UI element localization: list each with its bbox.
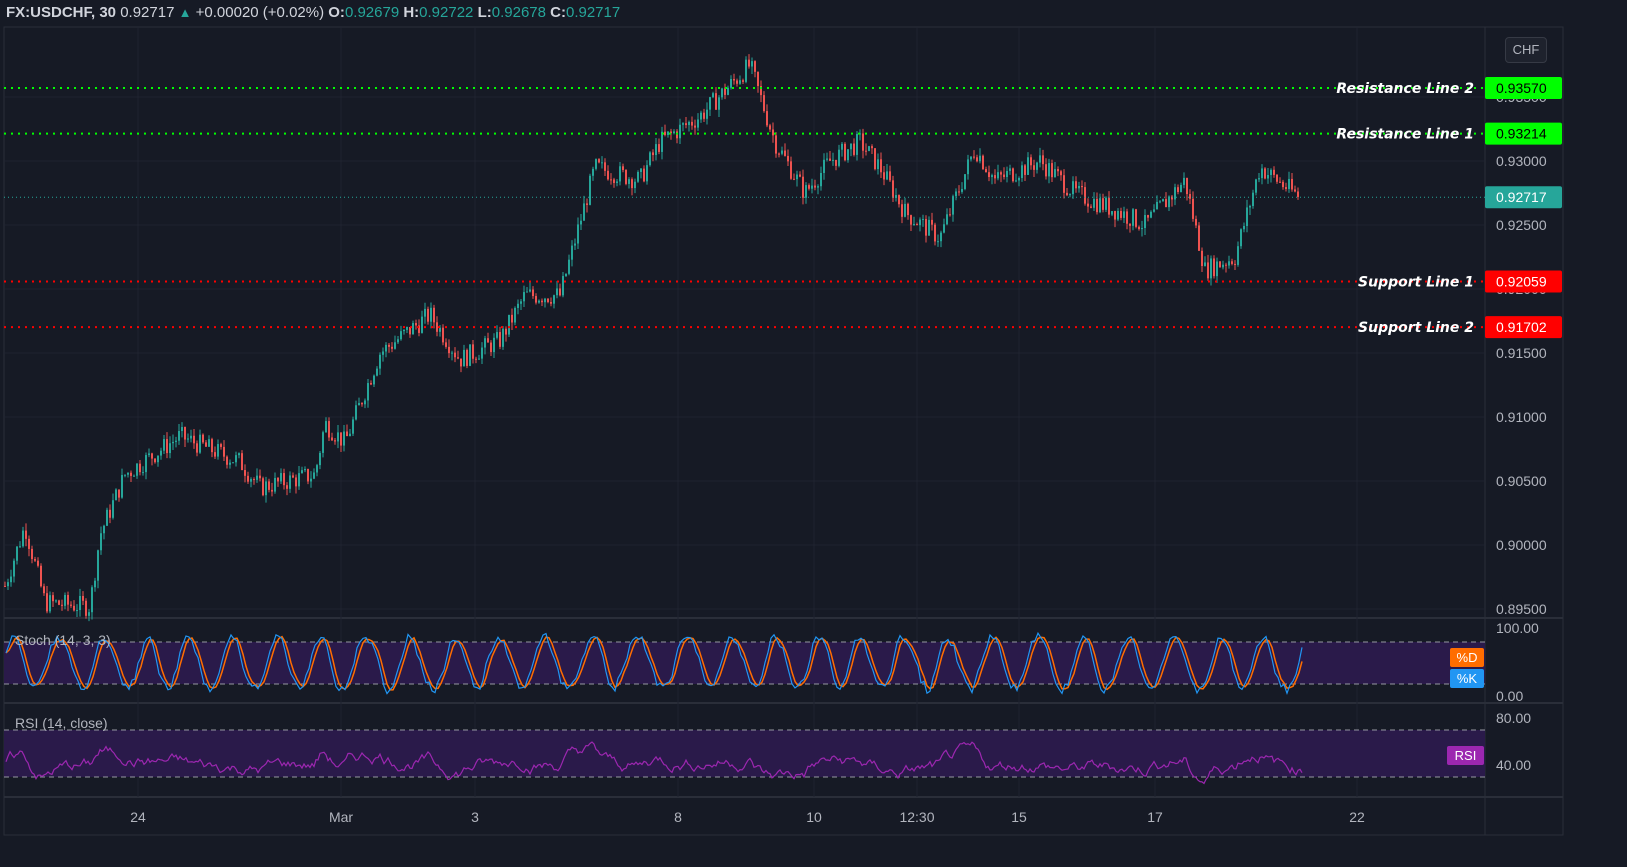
resistance-price-tag-text: 0.93570 bbox=[1496, 80, 1547, 96]
time-axis-label: 17 bbox=[1147, 809, 1163, 825]
low-label: L: bbox=[477, 4, 492, 21]
price-change: +0.00020 (+0.02%) bbox=[195, 4, 325, 21]
price-axis-label: 0.92500 bbox=[1496, 217, 1547, 233]
rsi-band bbox=[4, 730, 1485, 777]
symbol-title[interactable]: FX:USDCHF, 30 bbox=[6, 4, 117, 21]
open-value: 0.92679 bbox=[344, 4, 400, 21]
resistance-price-tag-text: 0.93214 bbox=[1496, 126, 1547, 142]
resistance-line-label: Resistance Line 2 bbox=[1336, 81, 1474, 97]
last-price-tag bbox=[1485, 186, 1562, 209]
resistance-line-label: Resistance Line 1 bbox=[1336, 127, 1474, 143]
resistance-price-tag bbox=[1485, 77, 1562, 100]
currency-button[interactable]: CHF bbox=[1505, 37, 1547, 63]
time-axis-label: 24 bbox=[130, 809, 146, 825]
stoch-k-badge: %K bbox=[1450, 669, 1484, 688]
stoch-title[interactable]: Stoch (14, 3, 3) bbox=[15, 632, 111, 648]
support-price-tag-text: 0.91702 bbox=[1496, 319, 1547, 335]
high-label: H: bbox=[403, 4, 420, 21]
price-axis-label: 0.91500 bbox=[1496, 345, 1547, 361]
price-axis-label: 0.93000 bbox=[1496, 153, 1547, 169]
close-label: C: bbox=[550, 4, 566, 21]
low-value: 0.92678 bbox=[491, 4, 546, 21]
time-axis-label: 22 bbox=[1349, 809, 1365, 825]
open-label: O: bbox=[328, 4, 345, 21]
stoch-d-badge: %D bbox=[1450, 648, 1484, 667]
time-axis-label: 15 bbox=[1011, 809, 1027, 825]
symbol-legend: FX:USDCHF, 30 0.92717 ▲ +0.00020 (+0.02%… bbox=[6, 2, 620, 24]
high-value: 0.92722 bbox=[419, 4, 474, 21]
last-price: 0.92717 bbox=[120, 4, 175, 21]
support-line-label: Support Line 2 bbox=[1358, 320, 1474, 336]
support-price-tag bbox=[1485, 270, 1562, 293]
price-axis-label: 0.91000 bbox=[1496, 409, 1547, 425]
rsi-line bbox=[5, 741, 1303, 785]
resistance-price-tag bbox=[1485, 122, 1562, 145]
time-axis-label: 10 bbox=[806, 809, 822, 825]
rsi-axis-label: 40.00 bbox=[1496, 757, 1531, 773]
last-price-tag-text: 0.92717 bbox=[1496, 189, 1547, 205]
support-price-tag-text: 0.92059 bbox=[1496, 273, 1547, 289]
support-price-tag bbox=[1485, 316, 1562, 339]
rsi-badge: RSI bbox=[1447, 746, 1484, 765]
price-axis-label: 0.90500 bbox=[1496, 473, 1547, 489]
time-axis-label: Mar bbox=[329, 809, 353, 825]
time-axis-label: 12:30 bbox=[899, 809, 934, 825]
up-arrow-icon: ▲ bbox=[178, 5, 192, 20]
support-line-label: Support Line 1 bbox=[1358, 274, 1474, 290]
candles bbox=[4, 54, 1299, 622]
stoch-axis-label: 100.00 bbox=[1496, 620, 1539, 636]
plot-area bbox=[3, 26, 1564, 836]
rsi-title[interactable]: RSI (14, close) bbox=[15, 715, 108, 731]
stoch-axis-label: 0.00 bbox=[1496, 688, 1523, 704]
price-axis-label: 0.90000 bbox=[1496, 537, 1547, 553]
price-axis-label: 0.89500 bbox=[1496, 601, 1547, 617]
close-value: 0.92717 bbox=[565, 4, 621, 21]
rsi-axis-label: 80.00 bbox=[1496, 710, 1531, 726]
stoch-k-line bbox=[5, 631, 1303, 696]
time-axis-label: 3 bbox=[471, 809, 479, 825]
time-axis-label: 8 bbox=[674, 809, 682, 825]
